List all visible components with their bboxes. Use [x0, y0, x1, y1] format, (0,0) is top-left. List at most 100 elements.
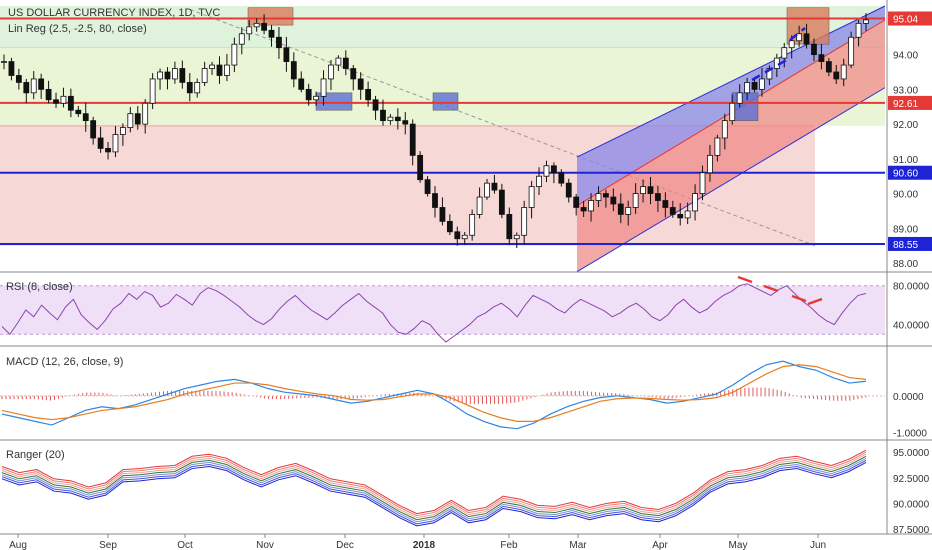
- candle: [625, 207, 632, 215]
- candle: [803, 33, 810, 45]
- candle: [127, 113, 134, 128]
- ranger-tick: 90.0000: [893, 499, 930, 510]
- candle: [201, 68, 208, 83]
- candle: [699, 172, 706, 194]
- bg-zone-upper: [0, 6, 885, 48]
- candle: [833, 71, 840, 80]
- candle: [610, 196, 617, 205]
- candle: [119, 127, 126, 135]
- candle: [8, 61, 15, 76]
- macd-panel: 0.0000 -1.0000: [0, 346, 932, 441]
- candle: [172, 68, 178, 80]
- candle: [484, 182, 490, 198]
- candle: [149, 78, 156, 104]
- candle: [550, 165, 557, 174]
- candle: [394, 116, 401, 122]
- y-tick-label: 93.00: [893, 85, 918, 96]
- candle: [655, 193, 661, 201]
- candle: [840, 64, 847, 80]
- candle: [342, 57, 349, 69]
- candle: [365, 88, 372, 101]
- candle: [759, 78, 765, 90]
- candle: [513, 234, 520, 240]
- price-badge: [888, 165, 932, 180]
- candle: [580, 207, 587, 212]
- candle: [246, 26, 253, 35]
- candle: [573, 196, 580, 208]
- ranger-line: [1, 459, 867, 525]
- macd-title: MACD (12, 26, close, 9): [6, 356, 123, 368]
- candle: [692, 193, 698, 212]
- blue-dashed-annotation: [751, 27, 806, 82]
- x-tick-label: Feb: [500, 540, 518, 550]
- y-tick-label: 94.00: [893, 51, 918, 62]
- candle: [417, 154, 424, 181]
- candle: [811, 43, 817, 56]
- candle: [290, 61, 297, 80]
- candle: [565, 182, 572, 198]
- regression-channel-lower: [577, 19, 885, 272]
- top-box: [247, 7, 294, 26]
- candle: [521, 207, 528, 236]
- linreg-label: Lin Reg (2.5, -2.5, 80, close): [8, 23, 147, 35]
- candle: [677, 214, 684, 219]
- candle: [23, 82, 30, 94]
- candle: [432, 193, 438, 208]
- candle: [305, 88, 312, 101]
- candle: [454, 231, 461, 240]
- candle: [45, 88, 52, 101]
- candle: [350, 68, 357, 80]
- candle: [194, 82, 201, 94]
- candle: [357, 78, 364, 90]
- candle: [53, 99, 59, 104]
- candle: [261, 22, 267, 31]
- candle: [328, 64, 334, 80]
- candle: [528, 186, 535, 208]
- candle: [595, 193, 602, 201]
- candle: [134, 113, 141, 125]
- x-tick-label: Jun: [810, 540, 826, 550]
- price-badge-label: 90.60: [893, 169, 918, 180]
- ranger-line: [1, 451, 867, 517]
- rsi-title: RSI (8, close): [6, 281, 73, 293]
- y-tick-label: 89.00: [893, 224, 918, 235]
- candle: [335, 57, 342, 66]
- rsi-band: [0, 285, 885, 335]
- candle: [558, 172, 565, 184]
- candle: [669, 207, 676, 215]
- rsi-tick: 40.0000: [893, 321, 930, 332]
- candle: [90, 120, 97, 139]
- rsi-panel: 80.0000 40.0000: [0, 272, 932, 347]
- candle: [788, 40, 795, 49]
- ranger-tick: 95.0000: [893, 448, 930, 459]
- candle: [617, 203, 624, 215]
- macd-tick: 0.0000: [893, 392, 924, 403]
- candle: [276, 36, 282, 49]
- candle: [736, 92, 743, 104]
- candle: [231, 43, 238, 66]
- ranger-line: [1, 457, 867, 523]
- candle: [424, 179, 431, 194]
- candle: [446, 220, 453, 233]
- candle: [461, 234, 468, 240]
- candle: [380, 109, 386, 122]
- candle: [662, 200, 669, 208]
- candle: [714, 137, 721, 156]
- price-badge: [888, 95, 932, 110]
- dashed-trendline: [189, 9, 816, 247]
- candle: [30, 78, 37, 94]
- x-axis: Aug Sep Oct Nov Dec 2018 Feb Mar Apr May Jun: [0, 533, 932, 550]
- price-badge: [888, 11, 932, 26]
- candle: [744, 82, 751, 94]
- y-tick-label: 92.00: [893, 120, 918, 131]
- candle: [372, 99, 379, 111]
- candle: [729, 102, 736, 122]
- candle: [1, 61, 7, 63]
- candle: [640, 186, 646, 194]
- candle: [320, 78, 327, 97]
- rsi-line: [1, 283, 867, 343]
- x-tick-label: Apr: [652, 540, 668, 550]
- candle: [409, 123, 416, 156]
- candle: [238, 33, 245, 45]
